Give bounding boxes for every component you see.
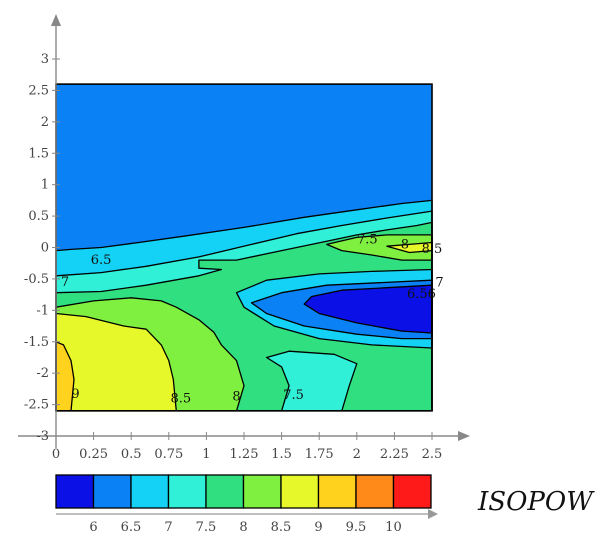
x-axis-arrow: [458, 431, 470, 441]
contour-band-7: [386, 242, 432, 253]
contour-bands: [56, 84, 432, 411]
contour-band-5: [326, 234, 432, 261]
contour-label: 6.56: [407, 287, 436, 302]
y-tick-label: 2: [41, 115, 49, 130]
contour-line-10: [250, 279, 433, 340]
colorbar-cell: [205, 474, 245, 509]
x-tick-label: 1.5: [271, 447, 292, 462]
colorbar-cell: [167, 474, 207, 509]
axes: [18, 14, 470, 448]
y-tick-labels: 3 2.5 2 1.5 1 0.5 0 -0.5 -1 -1.5 -2 -2.5 -3: [24, 52, 49, 444]
colorbar-cell: [355, 474, 395, 509]
x-tick-label: 0: [52, 447, 60, 462]
contour-band-6: [56, 313, 177, 411]
colorbar-cell: [392, 474, 432, 509]
contour-label: 8: [401, 237, 409, 252]
y-tick-label: 2.5: [28, 83, 49, 98]
y-tick-label: -2.5: [24, 398, 49, 413]
x-tick-label: 1.75: [305, 447, 334, 462]
colorbar-cell: [55, 474, 95, 509]
colorbar-tick-label: 7.5: [196, 520, 217, 535]
x-tick-label: 2.25: [380, 447, 409, 462]
x-tick-label: 2.5: [422, 447, 443, 462]
colorbar-arrow: [428, 509, 438, 519]
colorbar-tick-label: 9: [314, 520, 322, 535]
contour-line-11: [303, 284, 433, 334]
colorbar-cell: [317, 474, 357, 509]
contour-line-12: [265, 350, 358, 412]
colorbar-label: ISOPOW: [477, 487, 595, 517]
colorbar-tick-label: 10: [385, 520, 402, 535]
contour-band-12: [266, 351, 357, 411]
y-axis-arrow: [51, 14, 61, 26]
x-tick-label: 0.5: [121, 447, 142, 462]
contour-label: 8.5: [422, 242, 443, 257]
colorbar-tick-label: 6: [89, 520, 97, 535]
colorbar-cell: [130, 474, 170, 509]
y-tick-label: 0.5: [28, 209, 49, 224]
contour-band-11: [304, 285, 432, 333]
contour-label: 7: [61, 275, 69, 290]
y-tick-label: 3: [41, 52, 49, 67]
contour-line-9: [235, 268, 433, 349]
x-tick-label: 2: [353, 447, 361, 462]
y-tick-label: -0.5: [24, 272, 49, 287]
colorbar-cell: [280, 474, 320, 509]
x-tick-label: 0.75: [154, 447, 183, 462]
contour-label: 6.5: [91, 253, 112, 268]
x-tick-label: 1: [202, 447, 210, 462]
y-tick-label: -3: [36, 429, 49, 444]
y-tick-label: -1.5: [24, 335, 49, 350]
y-tick-label: -1: [36, 303, 49, 318]
x-tick-label: 1.25: [230, 447, 259, 462]
colorbar-cell: [242, 474, 282, 509]
contour-label: 7.5: [283, 388, 304, 403]
y-tick-label: 1: [41, 178, 49, 193]
colorbar: 6 6.5 7 7.5 8 8.5 9 9.5 10: [55, 474, 438, 535]
contour-labels: 6.577.5 8 8.576.569 8.5 8 7.5: [61, 232, 444, 406]
contour-label: 7: [435, 276, 443, 291]
contour-band-8: [56, 341, 74, 411]
y-tick-label: 0: [41, 241, 49, 256]
contour-label: 7.5: [357, 232, 378, 247]
x-tick-labels: 0 0.25 0.5 0.75 1 1.25 1.5 1.75 2 2.25 2.5: [52, 447, 442, 462]
colorbar-tick-label: 7: [164, 520, 172, 535]
contour-label: 9: [71, 387, 79, 402]
x-tick-label: 0.25: [79, 447, 108, 462]
colorbar-tick-label: 6.5: [121, 520, 142, 535]
colorbar-tick-label: 8.5: [271, 520, 292, 535]
y-tick-label: 1.5: [28, 146, 49, 161]
contour-label: 8: [232, 389, 240, 404]
colorbar-tick-label: 8: [239, 520, 247, 535]
y-tick-label: -2: [36, 366, 49, 381]
colorbar-tick-label: 9.5: [346, 520, 367, 535]
colorbar-cell: [92, 474, 132, 509]
contour-label: 8.5: [170, 391, 191, 406]
